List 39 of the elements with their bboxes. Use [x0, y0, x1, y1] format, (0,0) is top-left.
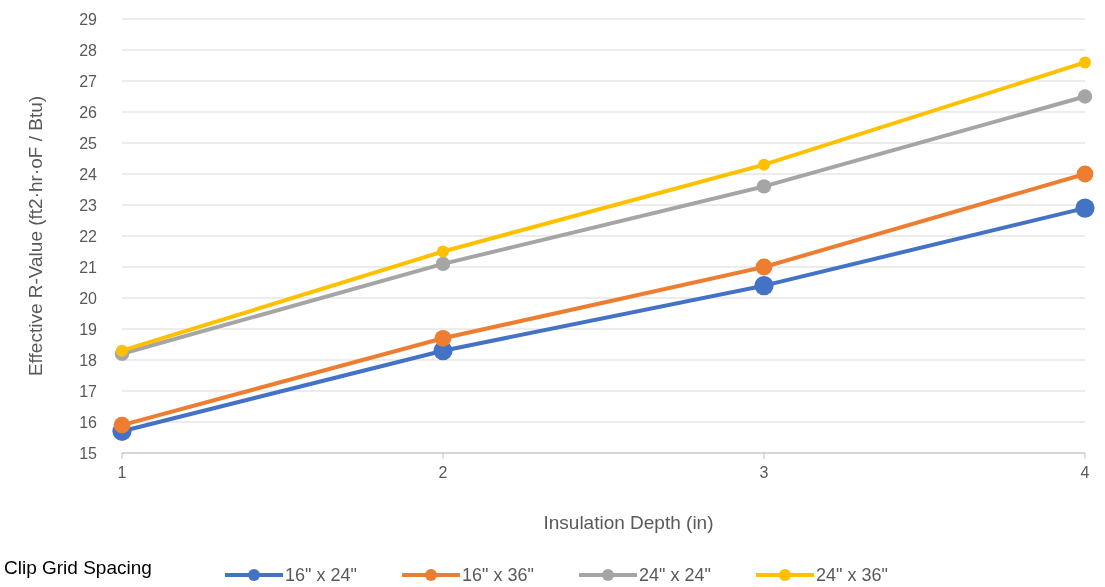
y-tick-label: 21 — [79, 259, 98, 276]
legend-label: 16" x 36" — [462, 565, 534, 585]
y-tick-label: 24 — [79, 166, 98, 183]
x-tick-label: 1 — [117, 464, 127, 481]
point — [116, 344, 128, 357]
y-tick-label: 23 — [79, 197, 98, 214]
point — [1079, 56, 1091, 69]
legend-label: 16" x 24" — [285, 565, 357, 585]
y-tick-label: 27 — [79, 73, 98, 90]
point — [1077, 89, 1093, 104]
x-tick-label: 2 — [438, 464, 448, 481]
point — [754, 276, 774, 296]
point — [435, 256, 451, 272]
point — [758, 158, 770, 171]
y-axis-title: Effective R-Value (ft2·hr·oF / Btu) — [25, 95, 46, 377]
point — [113, 416, 131, 434]
x-axis-title: Insulation Depth (in) — [543, 512, 714, 533]
y-tick-label: 15 — [79, 445, 98, 462]
y-tick-label: 17 — [79, 383, 98, 400]
y-tick-label: 18 — [79, 352, 98, 369]
legend-title: Clip Grid Spacing — [4, 557, 152, 578]
x-tick-label: 4 — [1080, 464, 1090, 481]
point — [756, 179, 772, 194]
y-tick-label: 26 — [79, 104, 98, 121]
y-tick-label: 19 — [79, 321, 98, 338]
point — [1076, 165, 1094, 183]
y-tick-label: 25 — [79, 135, 98, 152]
y-tick-label: 28 — [79, 42, 98, 59]
y-tick-label: 20 — [79, 290, 98, 307]
point — [1075, 198, 1095, 218]
point — [437, 245, 449, 258]
legend-label: 24" x 36" — [816, 565, 888, 585]
y-tick-label: 22 — [79, 228, 98, 245]
y-tick-label: 16 — [79, 414, 98, 431]
point — [755, 258, 773, 276]
y-tick-label: 29 — [79, 11, 98, 28]
legend-label: 24" x 24" — [639, 565, 711, 585]
point — [434, 329, 452, 347]
x-tick-label: 3 — [759, 464, 769, 481]
